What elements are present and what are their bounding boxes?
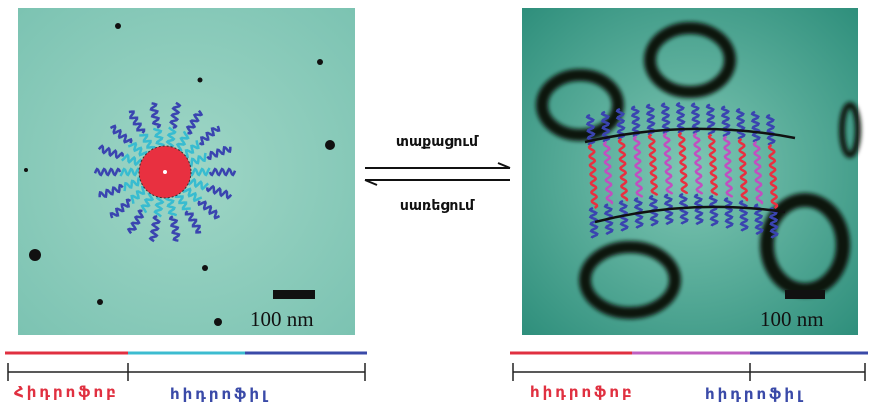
core-chain — [767, 143, 779, 210]
core-chain — [617, 137, 629, 202]
hydrophilic-label: հիդրոֆիլ — [705, 385, 805, 403]
hydrophilic-chain — [127, 141, 148, 157]
core-chain — [752, 140, 764, 205]
hydrophilic-chain — [708, 194, 719, 227]
scale-bar-label: 100 nm — [760, 307, 824, 331]
equilibrium-arrows: տաքացում սառեցում — [364, 134, 511, 214]
hydrophilic-chain — [198, 125, 221, 146]
hydrophilic-chain — [188, 167, 211, 177]
left-panel: 100 nm — [18, 8, 355, 335]
hydrophilic-chain — [184, 210, 202, 234]
scale-bar-label: 100 nm — [250, 307, 314, 331]
hydrophilic-chain — [98, 183, 124, 199]
hydrophilic-chain — [768, 206, 779, 239]
boundary-line — [584, 127, 796, 144]
hydrophilic-chain — [660, 102, 671, 135]
core-chain — [722, 135, 734, 198]
hydrophilic-chain — [738, 199, 749, 232]
hydrophilic-chain — [187, 152, 207, 167]
core-chain — [647, 133, 659, 196]
hydrophilic-chain — [630, 105, 641, 138]
hydrophilic-chain — [675, 101, 686, 134]
hydrophilic-chain — [720, 105, 731, 138]
right-legend: հիդրոֆոբ հիդրոֆիլ — [510, 351, 868, 403]
hydrophilic-chain — [149, 102, 162, 129]
core-chain — [677, 131, 689, 195]
hydrophilic-chain — [153, 195, 165, 218]
hydrophilic-chain — [208, 167, 237, 177]
hydrophilic-chain — [165, 195, 178, 217]
core-chain — [737, 137, 749, 202]
hydrophobic-label: հիդրոֆոբ — [530, 383, 635, 401]
core-chain — [707, 133, 719, 196]
hydrophobic-label: Հիդրոֆոբ — [14, 383, 119, 401]
hydrophilic-chain — [735, 107, 746, 140]
hydrophilic-chain — [97, 144, 124, 160]
hydrophilic-chain — [168, 215, 181, 242]
hydrophilic-chain — [206, 145, 232, 161]
hydrophilic-chain — [765, 113, 776, 146]
forward-label: տաքացում — [396, 134, 479, 150]
hydrophilic-chain — [109, 124, 133, 144]
hydrophilic-chain — [169, 101, 182, 129]
hydrophilic-chain — [183, 140, 200, 159]
core-center — [163, 170, 167, 174]
hydrophilic-chain — [187, 177, 210, 191]
hydrophilic-chain — [148, 215, 161, 243]
hydrophilic-label: հիդրոֆիլ — [170, 385, 270, 403]
hydrophilic-chain — [645, 103, 656, 136]
hydrophilic-chain — [165, 126, 177, 149]
hydrophilic-chain — [152, 127, 165, 149]
hydrophilic-chain — [119, 167, 142, 177]
right-panel: 100 nm — [522, 8, 861, 335]
core-chain — [587, 143, 599, 210]
core-chain — [632, 135, 644, 198]
hydrophilic-chain — [93, 167, 122, 177]
core-chain — [692, 132, 704, 195]
hydrophilic-chain — [197, 200, 221, 220]
hydrophilic-chain — [723, 196, 734, 229]
hydrophilic-chain — [750, 110, 761, 143]
hydrophilic-chain — [693, 193, 704, 226]
boundary-line — [594, 205, 786, 224]
hydrophilic-chain — [128, 110, 146, 134]
hydrophilic-chain — [126, 209, 145, 235]
core-chain — [662, 132, 674, 195]
hydrophilic-chain — [588, 206, 599, 239]
hydrophilic-chain — [174, 192, 191, 211]
backward-label: սառեցում — [400, 198, 475, 214]
core-chain — [602, 140, 614, 205]
left-legend: Հիդրոֆոբ հիդրոֆիլ — [5, 351, 367, 403]
hydrophilic-chain — [206, 184, 233, 200]
hydrophilic-chain — [139, 133, 156, 152]
hydrophilic-chain — [175, 130, 190, 153]
hydrophilic-chain — [123, 177, 143, 192]
hydrophilic-chain — [185, 109, 204, 135]
hydrophilic-chain — [109, 198, 132, 219]
hydrophilic-chain — [140, 191, 155, 214]
hydrophilic-chain — [120, 153, 143, 167]
hydrophilic-chain — [182, 187, 203, 203]
hydrophilic-chain — [130, 185, 147, 204]
